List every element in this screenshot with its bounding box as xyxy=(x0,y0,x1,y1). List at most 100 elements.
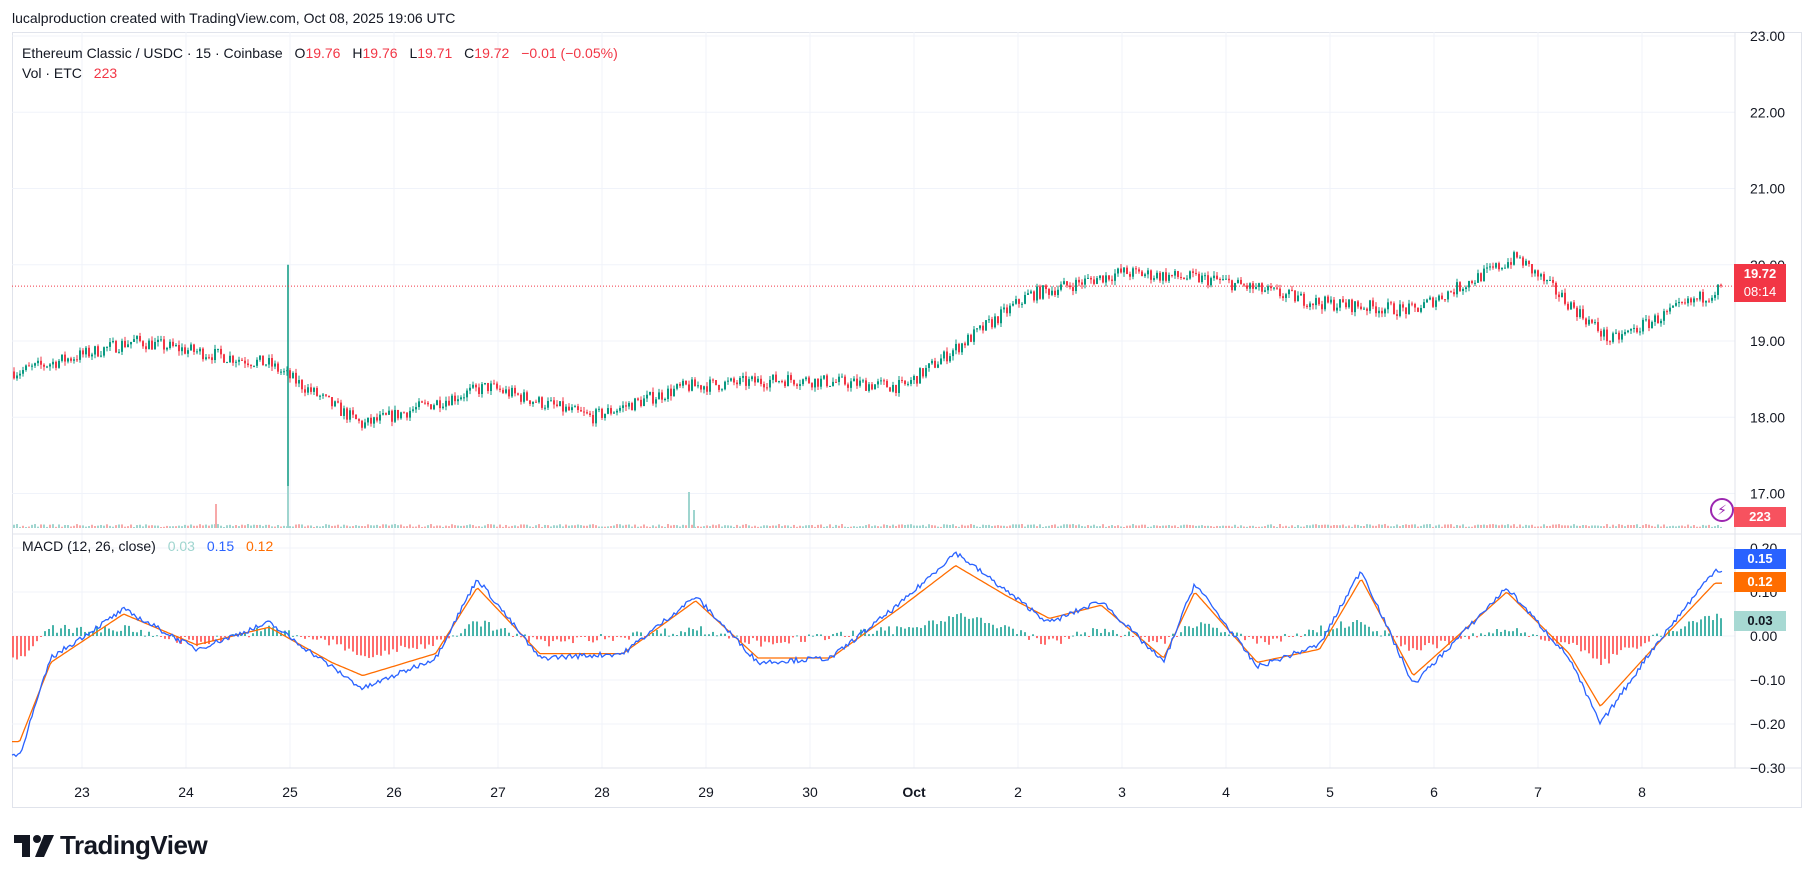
candle-body xyxy=(589,413,591,415)
candle-body xyxy=(334,401,336,407)
volume-bar xyxy=(1159,525,1161,528)
candle-body xyxy=(322,394,324,396)
volume-bar xyxy=(1003,525,1005,528)
volume-bar xyxy=(853,526,855,528)
flash-icon[interactable]: ⚡ xyxy=(1710,498,1734,522)
macd-histogram-bar xyxy=(1512,631,1514,636)
macd-histogram-bar xyxy=(484,620,486,636)
volume-bar xyxy=(340,526,342,528)
candle-body xyxy=(1504,267,1506,269)
macd-histogram-bar xyxy=(1224,632,1226,636)
macd-histogram-bar xyxy=(712,631,714,636)
volume-bar xyxy=(118,524,120,528)
macd-histogram-bar xyxy=(1684,626,1686,636)
candle-body xyxy=(1678,301,1680,304)
macd-histogram-bar xyxy=(700,626,702,636)
macd-histogram-bar xyxy=(320,636,322,639)
macd-histogram-bar xyxy=(1356,620,1358,636)
volume-bar xyxy=(427,525,429,528)
macd-legend[interactable]: MACD (12, 26, close) 0.03 0.15 0.12 xyxy=(22,538,275,554)
macd-histogram-bar xyxy=(1188,626,1190,636)
macd-histogram-bar xyxy=(128,625,130,636)
candle-body xyxy=(307,387,309,393)
candle-body xyxy=(1369,300,1371,311)
candle-body xyxy=(22,370,24,374)
macd-histogram-bar xyxy=(716,635,718,637)
candle-body xyxy=(625,405,627,407)
macd-histogram-bar xyxy=(1160,636,1162,640)
volume-bar xyxy=(910,524,912,528)
macd-histogram-bar xyxy=(1244,636,1246,641)
macd-histogram-bar xyxy=(832,634,834,636)
macd-histogram-bar xyxy=(116,631,118,636)
candle-body xyxy=(961,343,963,353)
volume-bar xyxy=(634,524,636,528)
candle-body xyxy=(418,401,420,408)
volume-bar xyxy=(1693,525,1695,528)
close-label: C xyxy=(464,45,475,61)
candle-body xyxy=(1537,270,1539,277)
volume-bar xyxy=(1624,526,1626,528)
volume-bar xyxy=(454,525,456,528)
candle-body xyxy=(1573,302,1575,308)
candle-body xyxy=(1591,319,1593,323)
symbol-name[interactable]: Ethereum Classic / USDC · 15 · Coinbase xyxy=(22,45,283,61)
macd-histogram-bar xyxy=(432,636,434,647)
macd-tick-label: −0.20 xyxy=(1750,716,1786,732)
macd-histogram-bar xyxy=(1504,629,1506,636)
volume-bar xyxy=(148,525,150,528)
volume-bar xyxy=(1597,525,1599,528)
high-label: H xyxy=(352,45,363,61)
candle-body xyxy=(850,381,852,388)
volume-bar xyxy=(1267,524,1269,528)
volume-bar xyxy=(997,525,999,528)
candle-body xyxy=(1249,283,1251,289)
candle-body xyxy=(238,359,240,362)
candle-body xyxy=(1588,319,1590,325)
macd-histogram-bar xyxy=(920,627,922,636)
candle-body xyxy=(76,359,78,361)
volume-bar xyxy=(508,526,510,528)
candle-body xyxy=(1147,270,1149,275)
volume-bar xyxy=(1363,525,1365,528)
volume-bar xyxy=(469,524,471,528)
candle-body xyxy=(1492,266,1494,268)
price-tick-label: 17.00 xyxy=(1750,486,1785,502)
candle-body xyxy=(1315,298,1317,306)
candle-body xyxy=(661,392,663,400)
macd-histogram-bar xyxy=(488,622,490,636)
candle-body xyxy=(547,400,549,408)
volume-bar xyxy=(307,525,309,528)
candle-body xyxy=(1603,329,1605,337)
tradingview-logo[interactable]: TradingView xyxy=(14,830,208,861)
candle-body xyxy=(805,377,807,380)
volume-bar xyxy=(460,525,462,528)
volume-bar xyxy=(1366,524,1368,528)
macd-histogram-bar xyxy=(1100,632,1102,636)
volume-legend[interactable]: Vol · ETC 223 xyxy=(22,65,119,81)
macd-histogram-bar xyxy=(820,634,822,636)
macd-histogram-bar xyxy=(396,636,398,652)
candle-body xyxy=(1468,281,1470,288)
volume-bar xyxy=(1711,526,1713,528)
volume-bar xyxy=(1105,526,1107,528)
volume-bar xyxy=(1054,524,1056,528)
macd-tick-label: 0.00 xyxy=(1750,628,1777,644)
candle-body xyxy=(1522,257,1524,266)
candle-body xyxy=(841,376,843,378)
volume-bar xyxy=(1237,526,1239,528)
volume-bar xyxy=(34,524,36,528)
candle-body xyxy=(181,347,183,352)
volume-bar xyxy=(145,524,147,528)
candle-body xyxy=(88,347,90,357)
macd-histogram-bar xyxy=(1420,636,1422,651)
macd-histogram-bar xyxy=(1552,636,1554,642)
candle-body xyxy=(505,389,507,393)
candle-body xyxy=(196,351,198,353)
symbol-legend[interactable]: Ethereum Classic / USDC · 15 · Coinbase … xyxy=(22,45,620,61)
volume-bar xyxy=(250,525,252,528)
volume-bar xyxy=(571,525,573,528)
volume-bar xyxy=(16,524,18,528)
volume-bar xyxy=(874,525,876,528)
